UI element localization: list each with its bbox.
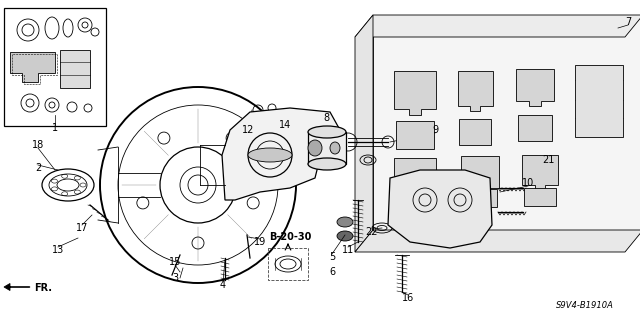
Polygon shape xyxy=(518,115,552,141)
Polygon shape xyxy=(355,230,640,252)
Text: 9: 9 xyxy=(432,125,438,135)
Polygon shape xyxy=(396,191,434,209)
Polygon shape xyxy=(373,15,640,230)
Text: 7: 7 xyxy=(625,17,631,27)
Polygon shape xyxy=(394,158,436,197)
Ellipse shape xyxy=(330,142,340,154)
Polygon shape xyxy=(516,69,554,106)
Text: 8: 8 xyxy=(323,113,329,123)
Ellipse shape xyxy=(337,231,353,241)
Text: 2: 2 xyxy=(35,163,41,173)
Text: B-20-30: B-20-30 xyxy=(269,232,311,242)
Polygon shape xyxy=(222,108,340,200)
Ellipse shape xyxy=(248,148,292,162)
Bar xyxy=(575,65,623,137)
Polygon shape xyxy=(522,155,558,189)
Polygon shape xyxy=(10,52,55,82)
Text: 17: 17 xyxy=(76,223,88,233)
Text: 4: 4 xyxy=(220,280,226,290)
Text: 13: 13 xyxy=(52,245,64,255)
Polygon shape xyxy=(524,188,556,206)
Polygon shape xyxy=(388,170,492,248)
Polygon shape xyxy=(461,156,499,193)
Polygon shape xyxy=(355,15,640,37)
Text: 22: 22 xyxy=(365,227,378,237)
Text: FR.: FR. xyxy=(34,283,52,293)
Polygon shape xyxy=(355,15,373,252)
Polygon shape xyxy=(396,121,434,149)
Text: 18: 18 xyxy=(32,140,44,150)
Text: 19: 19 xyxy=(254,237,266,247)
Ellipse shape xyxy=(337,217,353,227)
Text: 3: 3 xyxy=(172,273,178,283)
Bar xyxy=(60,50,90,88)
Text: 15: 15 xyxy=(169,257,181,267)
Ellipse shape xyxy=(308,126,346,138)
Bar xyxy=(4,8,106,126)
Text: 21: 21 xyxy=(542,155,554,165)
Polygon shape xyxy=(459,119,491,145)
Bar xyxy=(308,132,346,164)
Text: 11: 11 xyxy=(342,245,354,255)
Text: 5: 5 xyxy=(329,252,335,262)
Text: 16: 16 xyxy=(402,293,414,303)
FancyArrow shape xyxy=(4,284,30,291)
Polygon shape xyxy=(458,70,493,111)
Text: 1: 1 xyxy=(52,123,58,133)
Polygon shape xyxy=(463,189,497,207)
Text: 12: 12 xyxy=(242,125,254,135)
Text: 6: 6 xyxy=(329,267,335,277)
Ellipse shape xyxy=(308,158,346,170)
Text: S9V4-B1910A: S9V4-B1910A xyxy=(556,300,614,309)
Text: 14: 14 xyxy=(279,120,291,130)
Ellipse shape xyxy=(308,140,322,156)
Polygon shape xyxy=(394,71,436,115)
Bar xyxy=(268,248,308,280)
Text: 10: 10 xyxy=(522,178,534,188)
